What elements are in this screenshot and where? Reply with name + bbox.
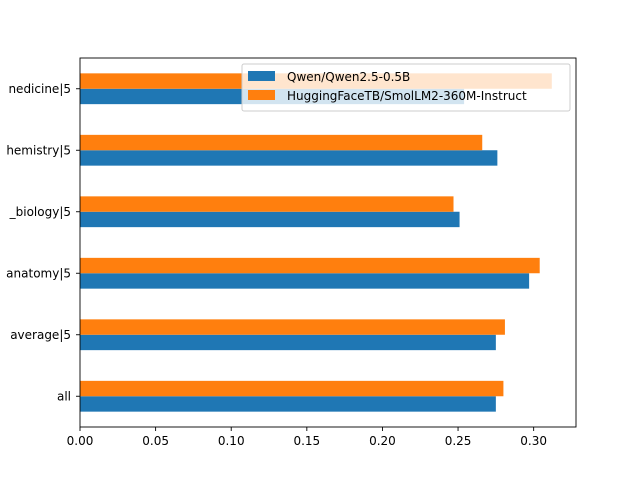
x-tick-label: 0.25 <box>445 434 472 448</box>
y-tick-label: all <box>57 389 71 403</box>
x-tick-label: 0.30 <box>520 434 547 448</box>
bar-smollm-0 <box>80 380 504 397</box>
y-tick-label: average|5 <box>10 328 71 342</box>
x-tick-label: 0.05 <box>142 434 169 448</box>
bar-smollm-1 <box>80 319 505 335</box>
bar-qwen-1 <box>80 334 496 351</box>
legend: Qwen/Qwen2.5-0.5B HuggingFaceTB/SmolLM2-3… <box>241 63 571 112</box>
y-tick-label: nedicine|5 <box>8 82 71 96</box>
y-tick-label: anatomy|5 <box>6 266 71 280</box>
legend-label: HuggingFaceTB/SmolLM2-360M-Instruct <box>287 89 527 103</box>
legend-label: Qwen/Qwen2.5-0.5B <box>287 70 410 84</box>
bar-smollm-4 <box>80 134 483 151</box>
bar-smollm-2 <box>80 257 540 274</box>
plot-border <box>79 57 577 428</box>
x-axis-ticks: 0.00 0.05 0.10 0.15 0.20 0.25 0.30 <box>67 427 547 448</box>
axes-frame <box>79 57 577 428</box>
y-tick-label: _biology|5 <box>9 205 71 219</box>
y-axis-ticks: all average|5 anatomy|5 _biology|5 hemistry|… <box>6 82 80 403</box>
legend-swatch <box>248 71 275 81</box>
x-tick-label: 0.10 <box>218 434 245 448</box>
legend-swatch <box>248 90 275 100</box>
legend-box <box>241 63 571 112</box>
bar-qwen-2 <box>80 273 530 289</box>
bar-qwen-0 <box>80 396 496 412</box>
bar-smollm-3 <box>80 196 454 212</box>
x-tick-label: 0.20 <box>369 434 396 448</box>
y-tick-label: hemistry|5 <box>6 143 71 157</box>
x-tick-label: 0.15 <box>293 434 320 448</box>
x-tick-label: 0.00 <box>67 434 94 448</box>
bar-qwen-4 <box>80 150 498 166</box>
bars-layer <box>80 73 552 412</box>
bar-qwen-3 <box>80 211 460 228</box>
